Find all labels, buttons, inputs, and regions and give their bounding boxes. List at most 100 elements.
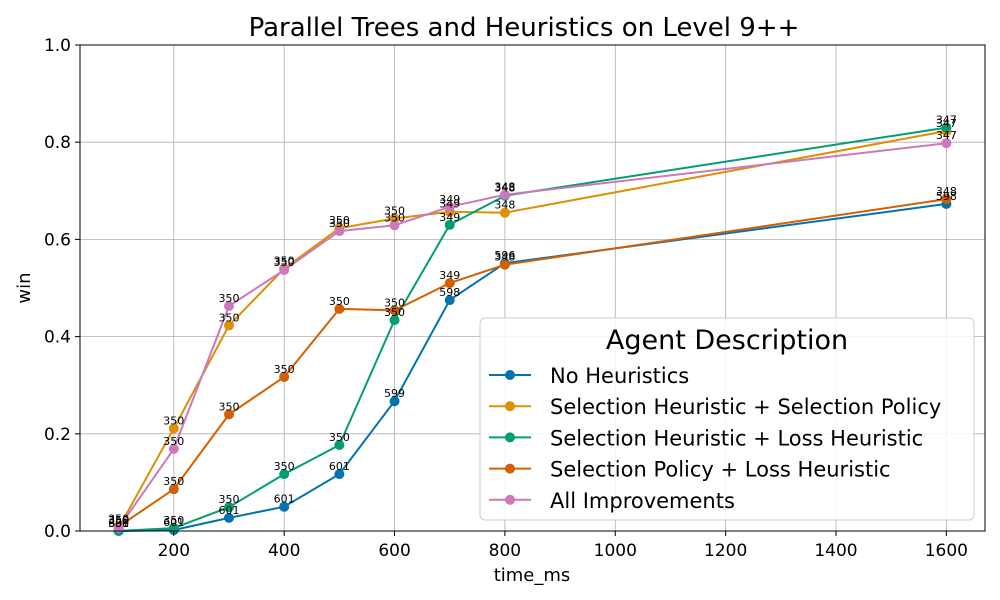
legend-entry: All Improvements [489, 489, 735, 513]
data-point [389, 396, 400, 407]
legend-entry: Selection Policy + Loss Heuristic [489, 458, 891, 482]
data-point [941, 194, 952, 205]
data-point [279, 265, 290, 276]
legend-entry: No Heuristics [489, 364, 689, 388]
data-point [444, 201, 455, 212]
data-label: 350 [274, 363, 295, 376]
data-label: 347 [936, 129, 957, 142]
data-point [168, 423, 179, 434]
x-axis-ticks: 200 400 600 800 1000 1200 1400 1600 [158, 531, 968, 561]
legend-box [479, 317, 975, 521]
data-label: 347 [936, 117, 957, 130]
legend-entries: No Heuristics Selection Heuristic + Selec… [489, 364, 941, 513]
legend-entry: Selection Heuristic + Loss Heuristic [489, 426, 923, 450]
y-tick-label: 0.4 [44, 328, 71, 348]
x-tick-label: 400 [268, 541, 300, 561]
data-point [334, 439, 345, 450]
chart-title: Parallel Trees and Heuristics on Level 9… [249, 13, 800, 43]
data-label: 350 [163, 414, 184, 427]
y-tick-label: 0.8 [44, 133, 71, 153]
data-point [444, 219, 455, 230]
point-label-layer: 601 6016016016015995985965983503503503503… [108, 114, 957, 530]
data-point [941, 122, 952, 133]
data-point [499, 259, 510, 270]
x-tick-label: 1000 [594, 541, 637, 561]
series-5 [113, 138, 952, 534]
data-label: 348 [494, 182, 515, 195]
legend-title: Agent Description [606, 325, 848, 356]
legend-label: No Heuristics [550, 364, 689, 388]
data-point [223, 300, 234, 311]
data-point [444, 295, 455, 306]
data-label: 598 [936, 190, 957, 203]
data-point [334, 303, 345, 314]
data-label: 348 [494, 199, 515, 212]
data-label: 601 [274, 493, 295, 506]
y-axis-label: win [14, 272, 35, 303]
legend-label: Selection Heuristic + Selection Policy [550, 395, 941, 419]
data-point [223, 502, 234, 513]
data-label: 348 [494, 181, 515, 194]
data-point [279, 501, 290, 512]
legend-marker [505, 401, 515, 412]
legend-label: Selection Policy + Loss Heuristic [550, 458, 891, 482]
data-label: 350 [329, 217, 350, 230]
data-point [168, 443, 179, 454]
data-point [334, 469, 345, 480]
data-label: 350 [163, 514, 184, 527]
data-label: 349 [439, 269, 460, 282]
x-axis-label: time_ms [494, 565, 571, 586]
data-label: 350 [218, 292, 239, 305]
y-tick-label: 1.0 [44, 36, 71, 56]
data-label: 350 [329, 295, 350, 308]
data-label: 349 [439, 193, 460, 206]
data-label: 601 [218, 504, 239, 517]
data-label: 599 [384, 387, 405, 400]
data-point [389, 315, 400, 326]
data-label: 348 [936, 185, 957, 198]
x-tick-label: 1200 [704, 541, 747, 561]
data-point [223, 512, 234, 523]
data-point [279, 469, 290, 480]
data-label: 350 [218, 311, 239, 324]
legend-marker [505, 494, 515, 505]
data-label: 350 [274, 460, 295, 473]
data-label: 350 [384, 296, 405, 309]
data-label: 350 [218, 400, 239, 413]
legend-entry: Selection Heuristic + Selection Policy [489, 395, 941, 419]
legend-marker [505, 463, 515, 474]
data-label: 349 [439, 211, 460, 224]
data-label: 350 [108, 514, 129, 527]
data-label: 350 [329, 214, 350, 227]
data-label: 349 [439, 198, 460, 211]
data-point [168, 484, 179, 495]
data-point [389, 220, 400, 231]
legend-label: Selection Heuristic + Loss Heuristic [550, 426, 923, 450]
data-label: 350 [384, 306, 405, 319]
data-label: 350 [218, 493, 239, 506]
data-label: 350 [384, 205, 405, 218]
data-point [499, 189, 510, 200]
y-tick-label: 0.6 [44, 230, 71, 250]
data-point [223, 409, 234, 420]
data-label: 601 [329, 460, 350, 473]
data-label: 601 [108, 517, 129, 530]
x-tick-label: 1400 [814, 541, 857, 561]
y-tick-label: 0.2 [44, 425, 71, 445]
data-label: 350 [108, 514, 129, 527]
data-label: 350 [108, 517, 129, 530]
data-label: 350 [329, 431, 350, 444]
x-tick-label: 1600 [925, 541, 968, 561]
data-point [444, 278, 455, 289]
legend-marker [505, 370, 515, 380]
legend: Agent Description No Heuristics Selection… [479, 317, 975, 521]
data-point [499, 207, 510, 218]
data-point [334, 226, 345, 237]
data-label: 348 [494, 251, 515, 264]
data-label: 596 [494, 249, 515, 262]
y-tick-label: 0.0 [44, 522, 71, 542]
data-label: 601 [163, 516, 184, 529]
data-point [389, 305, 400, 316]
data-label: 350 [163, 435, 184, 448]
legend-label: All Improvements [550, 489, 735, 513]
